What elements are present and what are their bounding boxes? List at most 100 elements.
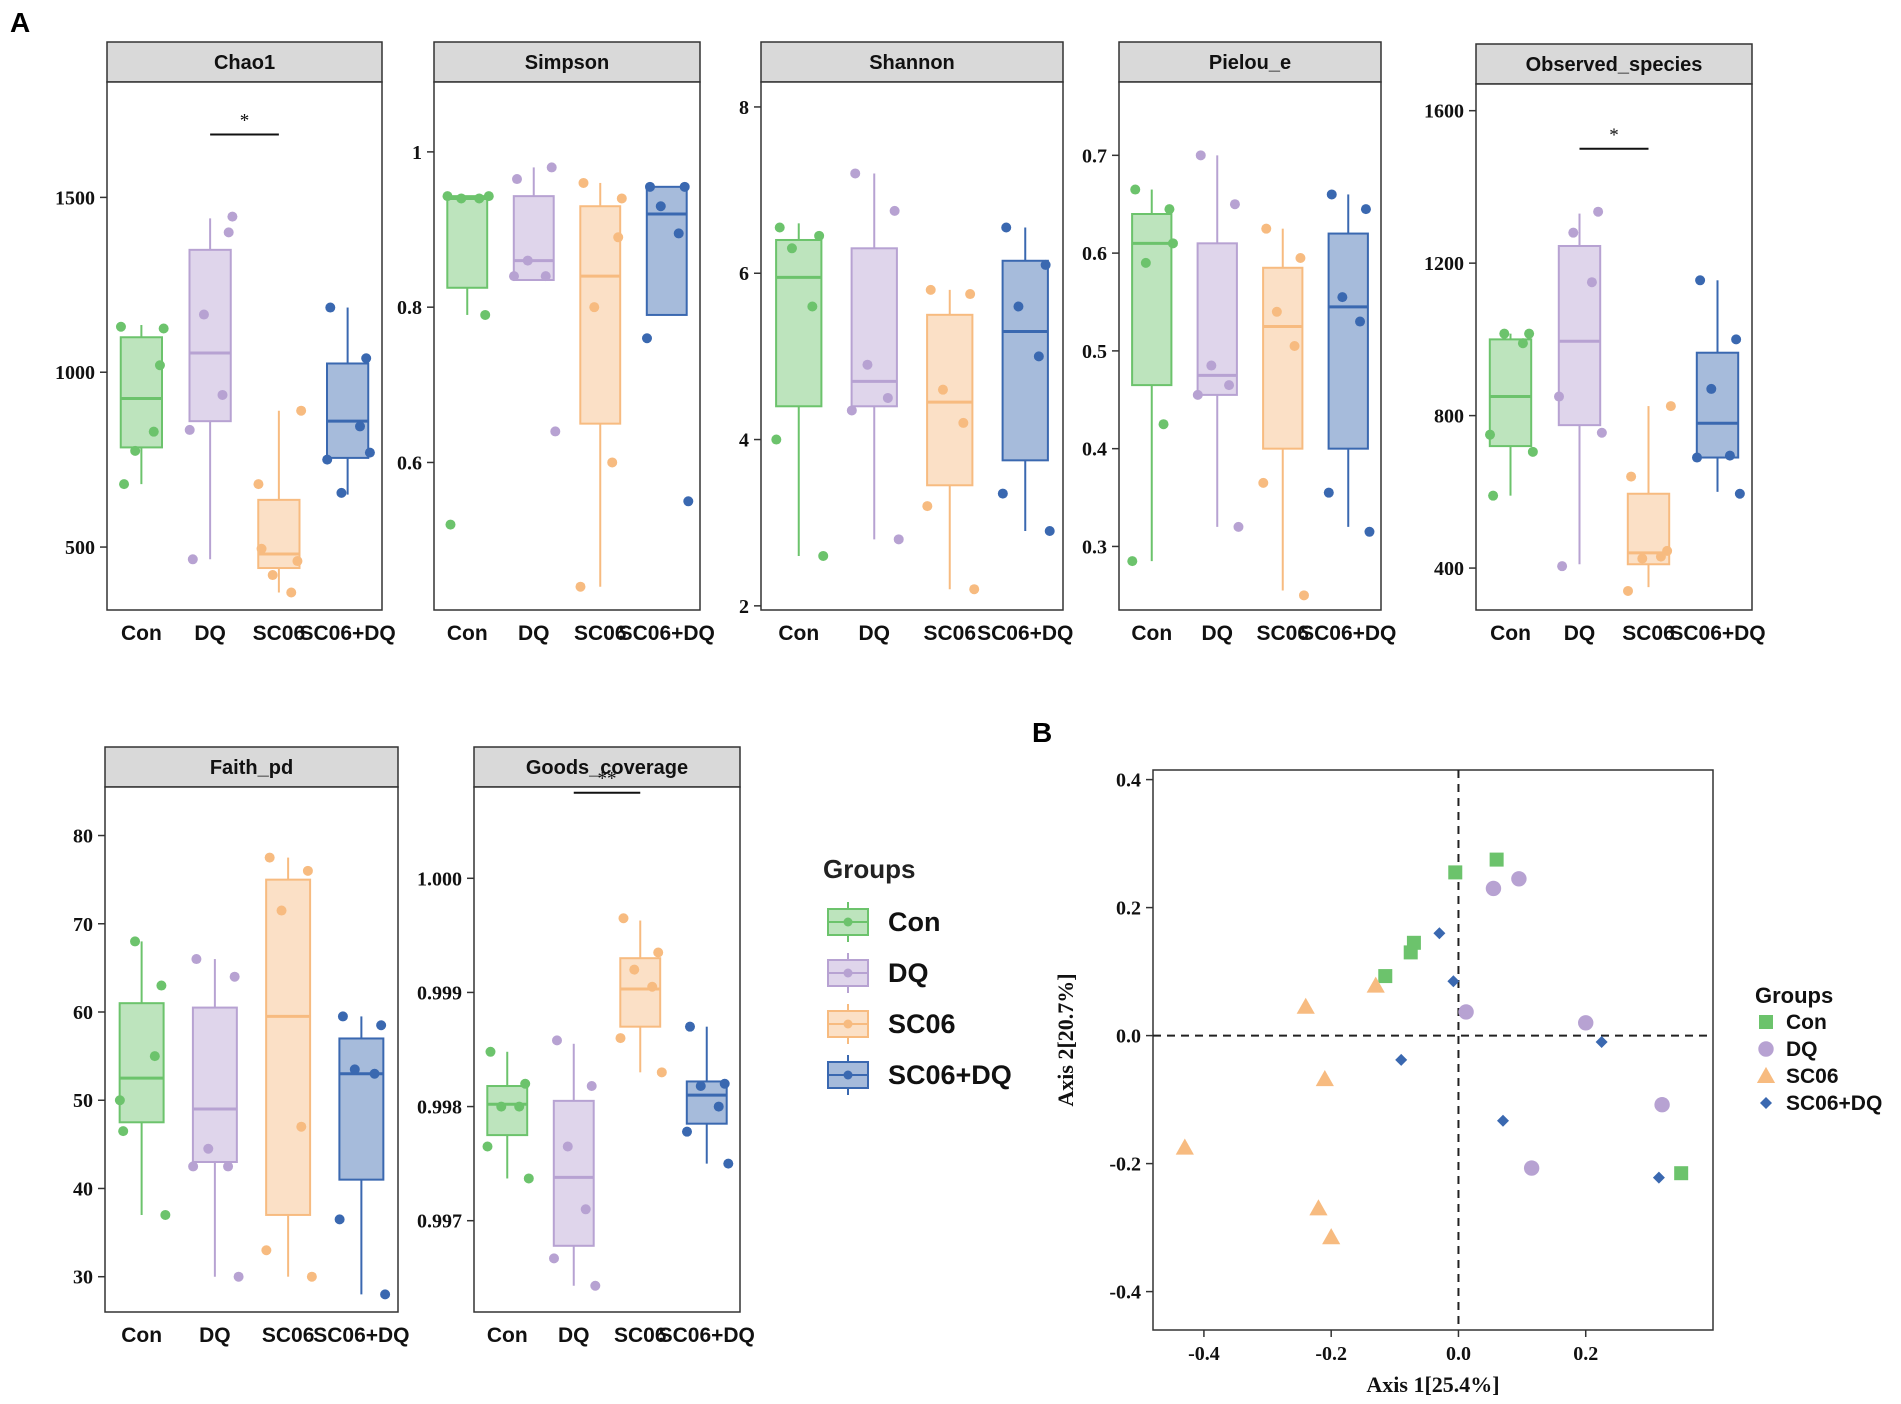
data-point [334,1214,345,1225]
data-point [1593,206,1604,217]
data-point [130,936,141,947]
y-tick-label-chao1: 500 [65,537,95,559]
data-point [361,353,372,364]
data-point [695,1081,706,1092]
y-tick-label-shannon: 2 [739,596,749,618]
box-body [1488,338,1533,448]
data-point [253,479,264,490]
data-point [1626,471,1637,482]
pcoa-series-SC06+DQ [1395,927,1665,1184]
data-point [223,227,234,238]
y-tick-label-pielou_e: 0.7 [1082,145,1107,167]
data-point [679,181,690,192]
data-point [1499,328,1510,339]
box-body [1131,213,1173,387]
data-point [296,405,307,416]
box-body [446,195,489,289]
x-tick-label-shannon: DQ [859,622,891,645]
pcoa-legend-marker [1758,1041,1774,1057]
y-tick-label-simpson: 0.6 [397,452,422,474]
groups-legend-label: SC06+DQ [888,1060,1012,1090]
data-point [217,389,228,400]
data-point [1637,553,1648,564]
strip-observed_species [1475,43,1753,85]
data-point [1655,551,1666,562]
pcoa-x-tick-label: -0.2 [1315,1343,1347,1365]
pcoa-y-tick-label: 0.0 [1116,1026,1141,1048]
data-point [115,321,126,332]
data-point [1517,338,1528,349]
y-tick-label-shannon: 8 [739,97,749,119]
groups-legend-item-DQ: DQ [827,953,929,993]
pcoa-x-tick-label: 0.2 [1573,1343,1598,1365]
data-point [1298,590,1309,601]
data-point [1695,275,1706,286]
x-tick-label-observed_species: DQ [1564,622,1596,645]
box-chao1-Con [115,321,169,490]
y-tick-label-goods_coverage: 0.998 [417,1097,462,1119]
data-point [349,1064,360,1075]
data-point [1164,204,1175,215]
significance-label-observed_species: * [1609,125,1619,146]
y-tick-label-simpson: 1 [412,142,422,164]
box-pielou_e-SC06+DQ [1323,189,1375,537]
box-body [619,957,662,1028]
pcoa-point [1654,1097,1670,1113]
box-body [1327,232,1369,450]
x-tick-label-pielou_e: DQ [1202,622,1234,645]
groups-legend-label: DQ [888,958,929,988]
significance-label-goods_coverage: ** [598,769,617,790]
strip-title-pielou_e: Pielou_e [1209,52,1291,74]
strip-title-chao1: Chao1 [214,52,275,74]
boxplot-shannon: Shannon 2 4 6 8 Con DQ SC06 SC06+DQ [739,41,1073,645]
data-point [550,426,561,437]
x-tick-label-shannon: SC06+DQ [977,622,1073,645]
data-point [681,1126,692,1137]
data-point [937,384,948,395]
pcoa-point [1523,1160,1540,1176]
data-point [1295,253,1306,263]
y-tick-label-pielou_e: 0.5 [1082,341,1107,363]
pcoa-point [1322,1228,1341,1245]
x-tick-label-goods_coverage: Con [487,1324,528,1347]
strip-title-observed_species: Observed_species [1526,54,1703,76]
groups-legend-label: SC06 [888,1009,956,1039]
box-body [1196,242,1238,396]
pcoa-legend-label: SC06 [1786,1065,1839,1088]
data-point [233,1271,244,1282]
data-point [616,193,627,204]
boxplot-observed_species: Observed_species 400 800 1200 1600 Con DQ SC06S… [1424,43,1766,645]
data-point [306,1271,317,1282]
pcoa-point [1366,976,1385,993]
box-body [188,248,232,423]
box-body [257,498,301,570]
data-point [719,1078,730,1089]
data-point [369,1068,380,1079]
data-point [1524,328,1535,339]
strip-goods_coverage [473,746,741,788]
data-point [807,301,818,312]
box-body [1695,351,1740,459]
data-point [684,1021,695,1032]
data-point [508,271,519,282]
y-tick-label-chao1: 1000 [55,362,95,384]
data-point [520,1078,531,1089]
data-point [1130,184,1141,195]
data-point [1488,490,1499,501]
box-shannon-Con [771,222,829,561]
data-point [723,1158,734,1169]
data-point [1229,199,1240,210]
pcoa-legend-item-Con: Con [1759,1011,1827,1034]
data-point [203,1143,214,1154]
box-body [191,1006,238,1164]
pcoa-legend-title: Groups [1755,983,1833,1008]
groups-legend: Groups Con DQ SC06 SC06+DQ [823,854,1012,1095]
y-tick-label-faith_pd: 60 [73,1002,93,1024]
data-point [965,289,976,300]
data-point [336,487,347,498]
box-observed_species-SC06+DQ [1692,275,1745,499]
legend-box-point [843,1070,853,1080]
pcoa-y-tick-label: 0.2 [1116,898,1141,920]
data-point [1167,238,1178,249]
